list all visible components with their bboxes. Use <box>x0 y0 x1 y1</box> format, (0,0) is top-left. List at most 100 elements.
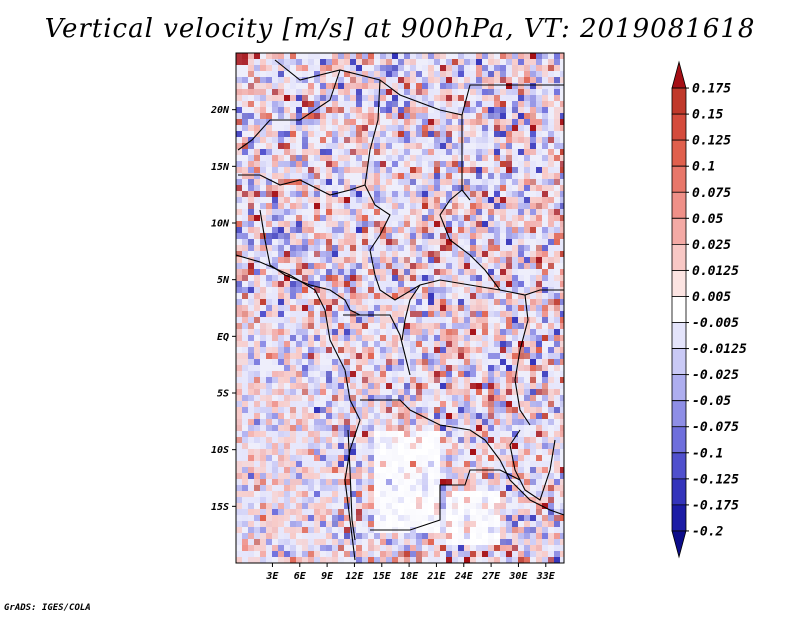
lon-tick-label: 3E <box>265 571 279 582</box>
field-cell <box>314 461 320 467</box>
field-cell <box>374 95 380 101</box>
field-cell <box>296 287 302 293</box>
field-cell <box>248 335 254 341</box>
field-cell <box>296 59 302 65</box>
field-cell <box>482 209 488 215</box>
field-cell <box>500 167 506 173</box>
field-cell <box>248 149 254 155</box>
field-cell <box>302 137 308 143</box>
field-cell <box>470 401 476 407</box>
field-cell <box>416 161 422 167</box>
field-cell <box>368 377 374 383</box>
field-cell <box>542 95 548 101</box>
field-cell <box>458 53 464 59</box>
field-cell <box>428 215 434 221</box>
field-cell <box>302 479 308 485</box>
field-cell <box>380 551 386 557</box>
lat-tick-label: 15N <box>211 162 230 173</box>
field-cell <box>488 113 494 119</box>
field-cell <box>338 407 344 413</box>
field-cell <box>482 323 488 329</box>
field-cell <box>518 191 524 197</box>
field-cell <box>500 275 506 281</box>
field-cell <box>428 437 434 443</box>
field-cell <box>518 353 524 359</box>
field-cell <box>254 161 260 167</box>
field-cell <box>542 143 548 149</box>
field-cell <box>236 143 242 149</box>
field-cell <box>512 227 518 233</box>
field-cell <box>416 473 422 479</box>
field-cell <box>554 143 560 149</box>
field-cell <box>434 353 440 359</box>
field-cell <box>404 143 410 149</box>
field-cell <box>338 161 344 167</box>
field-cell <box>386 299 392 305</box>
border-line <box>360 399 486 441</box>
field-cell <box>530 203 536 209</box>
field-cell <box>512 413 518 419</box>
field-cell <box>386 65 392 71</box>
field-cell <box>518 299 524 305</box>
field-cell <box>266 509 272 515</box>
field-cell <box>272 263 278 269</box>
field-cell <box>518 551 524 557</box>
field-cell <box>338 329 344 335</box>
field-cell <box>410 491 416 497</box>
field-cell <box>242 287 248 293</box>
field-cell <box>548 539 554 545</box>
field-cell <box>506 551 512 557</box>
field-cell <box>392 53 398 59</box>
field-cell <box>524 143 530 149</box>
field-cell <box>542 257 548 263</box>
field-cell <box>344 293 350 299</box>
field-cell <box>350 335 356 341</box>
field-cell <box>524 527 530 533</box>
field-cell <box>422 509 428 515</box>
field-cell <box>254 365 260 371</box>
field-cell <box>536 425 542 431</box>
field-cell <box>530 305 536 311</box>
field-cell <box>560 413 564 419</box>
field-cell <box>254 479 260 485</box>
field-cell <box>386 545 392 551</box>
field-cell <box>446 113 452 119</box>
field-cell <box>320 509 326 515</box>
field-cell <box>518 401 524 407</box>
field-cell <box>350 347 356 353</box>
field-cell <box>434 539 440 545</box>
field-cell <box>500 311 506 317</box>
field-cell <box>242 149 248 155</box>
field-cell <box>542 383 548 389</box>
field-cell <box>494 197 500 203</box>
field-cell <box>278 443 284 449</box>
field-cell <box>248 167 254 173</box>
field-cell <box>518 545 524 551</box>
field-cell <box>440 407 446 413</box>
field-cell <box>356 209 362 215</box>
field-cell <box>524 155 530 161</box>
field-cell <box>266 251 272 257</box>
field-cell <box>350 407 356 413</box>
field-cell <box>446 221 452 227</box>
field-cell <box>476 137 482 143</box>
field-cell <box>476 275 482 281</box>
field-cell <box>434 365 440 371</box>
field-cell <box>536 77 542 83</box>
field-cell <box>428 521 434 527</box>
field-cell <box>422 287 428 293</box>
field-cell <box>302 539 308 545</box>
field-cell <box>320 497 326 503</box>
field-cell <box>332 71 338 77</box>
field-cell <box>326 269 332 275</box>
field-cell <box>512 137 518 143</box>
field-cell <box>476 113 482 119</box>
field-cell <box>500 365 506 371</box>
field-cell <box>470 509 476 515</box>
field-cell <box>290 251 296 257</box>
field-cell <box>494 209 500 215</box>
field-cell <box>560 401 564 407</box>
field-cell <box>296 191 302 197</box>
field-cell <box>356 353 362 359</box>
field-cell <box>542 395 548 401</box>
